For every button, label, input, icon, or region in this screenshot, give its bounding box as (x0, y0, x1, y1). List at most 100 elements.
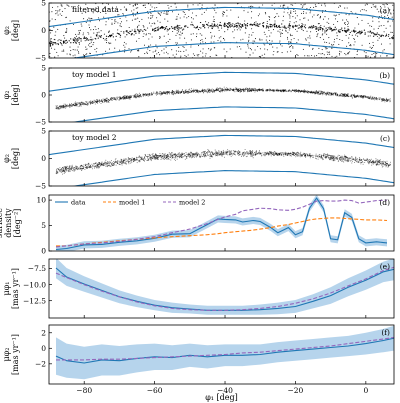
data-point (304, 24, 306, 26)
data-point (319, 154, 321, 156)
data-point (375, 33, 377, 35)
data-point (239, 45, 241, 48)
data-point (172, 30, 174, 33)
data-point (92, 44, 94, 46)
data-point (219, 87, 221, 89)
data-point (327, 154, 328, 156)
data-point (331, 156, 333, 158)
data-point (136, 3, 139, 5)
data-point (391, 31, 393, 33)
data-point (49, 43, 51, 45)
data-point (180, 155, 182, 157)
data-point (241, 90, 243, 92)
data-point (391, 37, 393, 39)
data-point (189, 88, 191, 90)
data-point (224, 152, 226, 154)
data-point (72, 38, 74, 40)
data-point (297, 154, 298, 156)
data-point (83, 165, 84, 167)
data-point (327, 155, 329, 157)
data-point (326, 29, 329, 31)
data-point (223, 14, 225, 16)
data-point (105, 21, 107, 23)
data-point (288, 152, 290, 154)
data-point (51, 11, 53, 13)
data-point (156, 17, 158, 19)
data-point (177, 31, 180, 33)
data-point (185, 153, 187, 155)
data-point (247, 89, 249, 91)
data-point (175, 6, 177, 8)
data-point (244, 20, 246, 22)
data-point (364, 96, 366, 98)
data-point (264, 12, 266, 14)
data-point (173, 28, 175, 30)
data-point (336, 156, 338, 158)
data-point (64, 40, 66, 42)
data-point (271, 4, 273, 6)
data-point (200, 155, 202, 157)
data-point (66, 169, 67, 170)
data-point (331, 55, 333, 57)
data-point (339, 38, 341, 41)
data-point (61, 105, 63, 107)
data-point (223, 153, 225, 155)
data-point (141, 159, 143, 161)
data-point (315, 157, 317, 159)
data-point (353, 93, 355, 95)
data-point (141, 18, 143, 20)
data-point (262, 90, 264, 92)
data-point (342, 93, 344, 95)
series-line-model-2 (55, 199, 388, 248)
data-point (322, 94, 324, 96)
y-axis-label: φ₂ (2, 26, 11, 35)
data-point (268, 25, 270, 28)
data-point (302, 153, 304, 155)
data-point (336, 95, 338, 97)
data-point (250, 90, 252, 92)
data-point (339, 93, 341, 95)
data-point (127, 96, 129, 98)
data-point (174, 92, 176, 94)
data-point (136, 162, 138, 164)
data-point (381, 34, 383, 36)
data-point (64, 171, 66, 173)
data-point (149, 158, 151, 160)
data-point (204, 55, 206, 57)
data-point (374, 160, 376, 162)
data-point (282, 91, 284, 93)
data-point (72, 41, 75, 44)
data-point (249, 54, 251, 56)
data-point (260, 152, 262, 154)
data-point (135, 159, 137, 161)
data-point (128, 158, 130, 159)
data-point (123, 159, 125, 161)
data-point (70, 50, 72, 52)
data-point (345, 95, 347, 97)
data-point (209, 150, 210, 152)
data-point (364, 33, 366, 35)
data-point (186, 17, 188, 19)
data-point (177, 91, 179, 93)
data-point (368, 97, 370, 99)
data-point (88, 27, 91, 29)
data-point (369, 30, 371, 32)
data-point (91, 166, 93, 168)
data-point (57, 105, 58, 107)
data-point (371, 164, 373, 166)
data-point (237, 89, 239, 91)
data-point (233, 150, 235, 152)
data-point (163, 12, 165, 14)
data-point (286, 152, 288, 154)
data-point (110, 160, 112, 162)
data-point (341, 27, 343, 29)
upper-boundary-line (49, 71, 394, 92)
data-point (189, 91, 191, 93)
data-point (145, 34, 147, 36)
data-point (95, 38, 97, 40)
data-point (68, 166, 70, 168)
data-point (256, 23, 258, 25)
data-point (126, 158, 128, 160)
data-point (279, 154, 280, 156)
data-point (138, 21, 140, 23)
